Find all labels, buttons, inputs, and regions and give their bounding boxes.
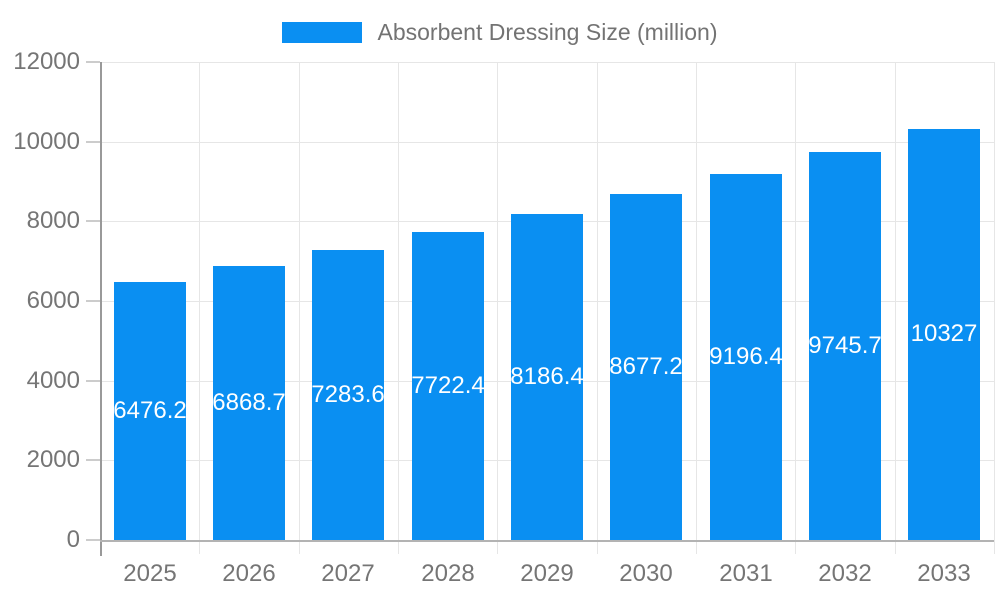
y-axis-tick-label: 0: [66, 526, 80, 553]
y-axis-tick-label: 12000: [13, 48, 80, 75]
gridline-vertical: [696, 62, 697, 554]
y-axis-tick: [86, 459, 100, 461]
y-axis-tick: [86, 61, 100, 63]
x-axis-tick-label: 2025: [123, 560, 177, 587]
x-axis-tick-label: 2026: [222, 560, 276, 587]
bar-2031: [710, 174, 782, 540]
legend-label: Absorbent Dressing Size (million): [377, 18, 718, 45]
y-axis-tick-label: 6000: [26, 287, 80, 314]
y-axis-tick-label: 10000: [13, 128, 80, 155]
gridline-vertical: [199, 62, 200, 554]
bar-2025: [114, 282, 186, 540]
y-axis-tick: [86, 380, 100, 382]
x-axis-line: [100, 540, 994, 542]
gridline-horizontal: [100, 142, 994, 143]
gridline-vertical: [597, 62, 598, 554]
gridline-vertical: [497, 62, 498, 554]
bar-value-label: 9745.7: [808, 332, 882, 359]
bar-2026: [213, 266, 285, 540]
bar-2032: [809, 152, 881, 540]
gridline-vertical: [795, 62, 796, 554]
y-axis-tick-label: 8000: [26, 207, 80, 234]
x-axis-tick-label: 2028: [421, 560, 475, 587]
bar-value-label: 10327: [910, 320, 978, 347]
bar-value-label: 8677.2: [609, 353, 683, 380]
legend-swatch: [282, 21, 363, 43]
y-axis-line: [100, 62, 102, 556]
gridline-vertical: [398, 62, 399, 554]
bar-2028: [412, 232, 484, 540]
x-axis-tick-label: 2033: [917, 560, 971, 587]
bar-2030: [610, 194, 682, 540]
gridline-vertical: [895, 62, 896, 554]
y-axis-tick-label: 4000: [26, 367, 80, 394]
bar-value-label: 6476.2: [113, 397, 187, 424]
legend: Absorbent Dressing Size (million): [0, 14, 1000, 50]
y-axis-tick: [86, 220, 100, 222]
x-axis-tick-label: 2031: [719, 560, 773, 587]
x-axis-tick-label: 2032: [818, 560, 872, 587]
gridline-vertical: [299, 62, 300, 554]
bar-value-label: 6868.7: [212, 389, 286, 416]
y-axis-tick-label: 2000: [26, 446, 80, 473]
bar-value-label: 8186.4: [510, 363, 584, 390]
bar-2033: [908, 129, 980, 540]
x-axis-tick-label: 2027: [321, 560, 375, 587]
y-axis-tick: [86, 539, 100, 541]
bar-2029: [511, 214, 583, 540]
x-axis-tick-label: 2029: [520, 560, 574, 587]
y-axis-tick: [86, 141, 100, 143]
x-axis-tick-label: 2030: [619, 560, 673, 587]
bar-value-label: 9196.4: [709, 343, 783, 370]
gridline-vertical: [994, 62, 995, 554]
bar-value-label: 7722.4: [411, 372, 485, 399]
gridline-horizontal: [100, 62, 994, 63]
bar-value-label: 7283.6: [311, 381, 385, 408]
y-axis-tick: [86, 300, 100, 302]
bar-2027: [312, 250, 384, 540]
